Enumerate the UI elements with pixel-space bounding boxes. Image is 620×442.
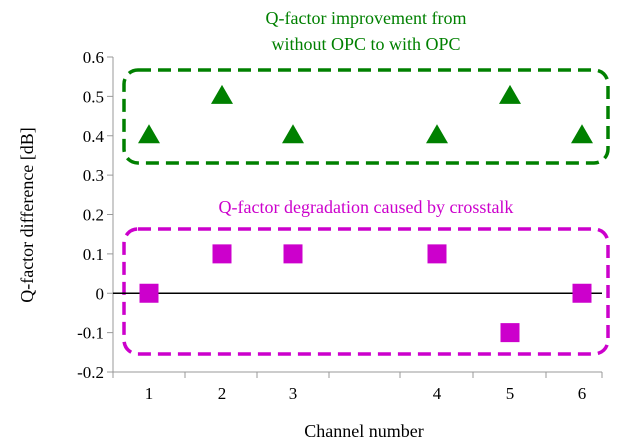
triangle-point: [499, 84, 521, 104]
tick-labels: -0.2 -0.1 0 0.1 0.2 0.3 0.4 0.5 0.6 1 2 3 4 5 6: [77, 48, 586, 403]
square-point: [283, 244, 303, 264]
axes: [107, 56, 603, 378]
y-tick-label: 0.1: [83, 245, 104, 264]
y-tick-label: 0.4: [83, 127, 105, 146]
annotation-boxes: [122, 68, 610, 356]
annotation-box-improvement: [122, 68, 610, 165]
square-point: [572, 283, 592, 303]
y-tick-label: 0: [96, 284, 105, 303]
triangle-point: [138, 124, 160, 144]
annotation-bg-degradation: [160, 191, 572, 221]
data-marks: [138, 84, 593, 343]
y-tick-label: 0.6: [83, 48, 104, 67]
x-tick-label: 3: [289, 384, 298, 403]
square-point: [500, 323, 520, 343]
x-tick-label: 5: [506, 384, 515, 403]
square-point: [139, 283, 159, 303]
x-tick-label: 2: [218, 384, 227, 403]
y-tick-label: 0.3: [83, 166, 104, 185]
annotation-box-degradation: [122, 227, 610, 356]
annotation-degradation-line: Q-factor degradation caused by crosstalk: [219, 197, 514, 217]
triangle-point: [211, 84, 233, 104]
x-tick-label: 4: [433, 384, 442, 403]
triangle-point: [282, 124, 304, 144]
x-tick-label: 6: [578, 384, 587, 403]
y-axis-label: Q-factor difference [dB]: [17, 127, 37, 303]
square-point: [427, 244, 447, 264]
annotation-improvement-line: Q-factor improvement from: [266, 8, 467, 28]
y-tick-label: 0.5: [83, 87, 104, 106]
y-tick-label: -0.2: [77, 363, 104, 382]
triangle-point: [426, 124, 448, 144]
x-tick-label: 1: [145, 384, 154, 403]
annotation-bg-improvement: [226, 2, 506, 62]
x-axis-label: Channel number: [304, 421, 423, 441]
triangle-point: [571, 124, 593, 144]
square-point: [212, 244, 232, 264]
y-tick-label: -0.1: [77, 324, 104, 343]
y-tick-label: 0.2: [83, 206, 104, 225]
annotation-improvement-line: without OPC to with OPC: [271, 34, 460, 54]
annotations: Q-factor improvement from without OPC to …: [160, 2, 572, 221]
